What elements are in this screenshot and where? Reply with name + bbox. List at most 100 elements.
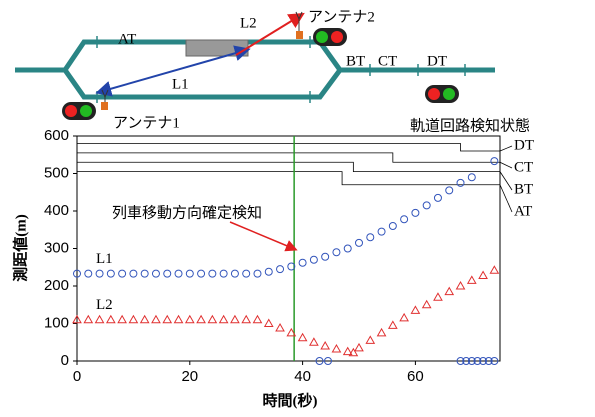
circle-point bbox=[73, 269, 81, 278]
circle-point bbox=[106, 269, 115, 278]
triangle-point bbox=[399, 312, 409, 322]
circle-point bbox=[479, 357, 488, 365]
x-tick-label: 0 bbox=[73, 368, 81, 385]
triangle-point bbox=[297, 332, 308, 342]
triangle-point bbox=[466, 275, 477, 284]
circle-point bbox=[298, 258, 307, 267]
triangle-point bbox=[184, 314, 195, 324]
circle-point bbox=[151, 269, 160, 278]
triangle-point bbox=[252, 314, 263, 324]
circle-point bbox=[315, 357, 324, 365]
x-tick-label: 40 bbox=[294, 368, 311, 385]
triangle-point bbox=[230, 314, 240, 324]
chart-title: 軌道回路検知状態 bbox=[410, 117, 530, 134]
circle-point bbox=[462, 357, 471, 365]
y-tick-label: 600 bbox=[44, 127, 69, 144]
triangle-point bbox=[207, 314, 218, 324]
circle-point bbox=[174, 269, 183, 278]
circle-point bbox=[490, 357, 499, 365]
triangle-point bbox=[478, 270, 488, 279]
y-tick-label: 500 bbox=[44, 164, 69, 181]
triangle-point bbox=[151, 314, 161, 324]
triangle-point bbox=[421, 299, 432, 309]
triangle-point bbox=[342, 346, 353, 356]
label-dt: DT bbox=[427, 53, 447, 69]
circle-point bbox=[484, 357, 493, 365]
circle-point bbox=[366, 233, 375, 242]
circle-point bbox=[456, 357, 465, 365]
y-axis-label: 測距値(m) bbox=[11, 214, 29, 282]
circle-point bbox=[355, 238, 363, 247]
circle-point bbox=[422, 201, 431, 210]
circle-point bbox=[287, 262, 296, 271]
l1-arrow bbox=[95, 45, 251, 97]
y-tick-label: 0 bbox=[61, 352, 69, 369]
triangle-point bbox=[354, 342, 364, 352]
circle-point bbox=[276, 265, 285, 274]
triangle-point bbox=[94, 314, 105, 324]
triangle-point bbox=[241, 314, 252, 324]
track-state-line bbox=[77, 171, 500, 186]
circle-point bbox=[185, 269, 194, 278]
track-state-line bbox=[77, 161, 500, 173]
triangle-point bbox=[117, 314, 127, 324]
triangle-point bbox=[173, 314, 184, 324]
triangle-point bbox=[218, 314, 229, 324]
label-l2: L2 bbox=[240, 15, 257, 31]
circle-point bbox=[411, 208, 420, 217]
circle-point bbox=[456, 178, 465, 187]
triangle-point bbox=[320, 340, 331, 350]
x-tick-label: 20 bbox=[181, 368, 198, 385]
leader-line bbox=[499, 171, 513, 191]
triangle-point bbox=[387, 320, 398, 329]
circle-point bbox=[467, 357, 476, 365]
circle-point bbox=[84, 269, 93, 278]
label-antenna2: アンテナ2 bbox=[308, 9, 375, 25]
circle-point bbox=[242, 269, 251, 278]
triangle-point bbox=[196, 314, 206, 324]
circle-point bbox=[343, 244, 352, 253]
circle-point bbox=[445, 186, 454, 195]
signals bbox=[62, 11, 459, 120]
annotation-arrow bbox=[229, 221, 298, 252]
triangle-point bbox=[365, 335, 376, 344]
circle-point bbox=[473, 357, 482, 365]
label-ct: CT bbox=[378, 53, 397, 69]
track-state-label: BT bbox=[514, 181, 533, 197]
circle-point bbox=[118, 269, 127, 278]
y-tick-label: 400 bbox=[44, 202, 69, 219]
circle-point bbox=[230, 269, 239, 278]
triangle-point bbox=[275, 322, 285, 332]
track-state-label: DT bbox=[514, 137, 534, 153]
track-diagram bbox=[15, 39, 495, 100]
plot-area bbox=[76, 135, 501, 362]
circle-point bbox=[400, 215, 409, 224]
circle-point bbox=[140, 269, 149, 278]
annotation: 列車移動方向確定検知 bbox=[112, 204, 262, 221]
triangle-point bbox=[489, 265, 500, 274]
l2-arrow bbox=[235, 12, 305, 56]
triangle-point bbox=[376, 327, 387, 337]
triangle-point bbox=[331, 343, 342, 353]
triangle-point bbox=[433, 292, 443, 301]
circle-point bbox=[197, 269, 206, 278]
track-state-label: AT bbox=[514, 203, 532, 219]
circle-point bbox=[377, 227, 386, 236]
triangle-point bbox=[72, 314, 82, 324]
circle-point bbox=[219, 269, 228, 278]
triangle-point bbox=[309, 337, 319, 346]
triangle-point bbox=[162, 314, 173, 324]
circle-point bbox=[323, 357, 332, 365]
label-antenna1: アンテナ1 bbox=[113, 115, 180, 131]
triangle-point bbox=[286, 327, 297, 337]
triangle-point bbox=[105, 314, 116, 324]
x-axis-label: 時間(秒) bbox=[263, 391, 318, 409]
triangle-point bbox=[83, 314, 94, 324]
triangle-point bbox=[410, 305, 421, 314]
triangle-point bbox=[139, 314, 150, 324]
series-label: L1 bbox=[96, 251, 113, 267]
circle-point bbox=[129, 269, 138, 278]
label-bt: BT bbox=[346, 53, 365, 69]
triangle-point bbox=[263, 318, 274, 327]
circle-point bbox=[332, 248, 341, 257]
